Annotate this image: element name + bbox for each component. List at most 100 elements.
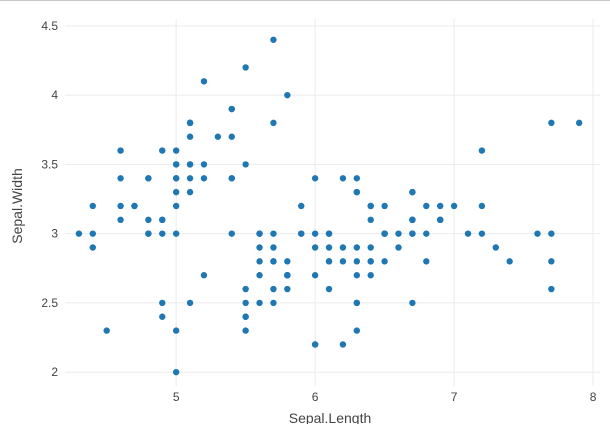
data-point[interactable] [436,216,444,224]
data-point[interactable] [436,202,444,210]
data-point[interactable] [172,175,180,182]
data-point[interactable] [381,202,388,210]
data-point[interactable] [186,119,194,127]
data-point[interactable] [353,188,361,196]
data-point[interactable] [242,161,249,168]
data-point[interactable] [200,175,208,182]
data-point[interactable] [284,285,291,293]
data-point[interactable] [381,258,388,265]
data-point[interactable] [548,285,555,293]
data-point[interactable] [284,272,291,279]
data-point[interactable] [548,119,555,127]
data-point[interactable] [534,230,541,237]
data-point[interactable] [325,244,333,251]
data-point[interactable] [270,285,277,293]
data-point[interactable] [270,258,277,265]
data-point[interactable] [395,230,402,237]
data-point[interactable] [409,216,416,224]
data-point[interactable] [172,147,180,154]
data-point[interactable] [186,175,194,182]
data-point[interactable] [228,230,235,237]
data-point[interactable] [256,272,263,279]
data-point[interactable] [270,244,277,251]
data-point[interactable] [311,244,319,251]
data-point[interactable] [200,272,208,279]
data-point[interactable] [145,216,152,224]
data-point[interactable] [89,230,96,237]
data-point[interactable] [186,299,194,307]
data-point[interactable] [367,216,374,224]
data-point[interactable] [186,188,194,196]
data-point[interactable] [311,272,319,279]
data-point[interactable] [186,161,194,168]
data-point[interactable] [395,244,402,251]
data-point[interactable] [423,202,430,210]
data-point[interactable] [339,244,347,251]
data-point[interactable] [367,244,374,251]
data-point[interactable] [159,216,166,224]
data-point[interactable] [311,230,319,237]
data-point[interactable] [159,299,166,307]
data-point[interactable] [89,202,96,210]
data-point[interactable] [548,258,555,265]
data-point[interactable] [506,258,513,265]
data-point[interactable] [172,230,180,237]
data-point[interactable] [200,78,208,85]
data-point[interactable] [548,230,555,237]
data-point[interactable] [228,105,235,113]
data-point[interactable] [478,230,486,237]
data-point[interactable] [242,299,249,307]
data-point[interactable] [117,202,124,210]
data-point[interactable] [256,244,263,251]
data-point[interactable] [311,341,319,348]
data-point[interactable] [478,202,486,210]
data-point[interactable] [242,64,249,71]
data-point[interactable] [339,175,347,182]
data-point[interactable] [145,175,152,182]
data-point[interactable] [159,147,166,154]
data-point[interactable] [478,147,486,154]
data-point[interactable] [284,91,291,99]
data-point[interactable] [353,272,361,279]
data-point[interactable] [117,147,124,154]
data-point[interactable] [270,299,277,307]
data-point[interactable] [353,299,361,307]
data-point[interactable] [228,175,235,182]
data-point[interactable] [353,258,361,265]
data-point[interactable] [270,119,277,127]
data-point[interactable] [353,244,361,251]
data-point[interactable] [103,327,110,334]
data-point[interactable] [256,299,263,307]
data-point[interactable] [367,202,374,210]
data-point[interactable] [284,258,291,265]
data-point[interactable] [353,327,361,334]
data-point[interactable] [214,133,222,140]
data-point[interactable] [172,327,180,334]
data-point[interactable] [409,299,416,307]
data-point[interactable] [270,36,277,43]
data-point[interactable] [159,313,166,320]
data-point[interactable] [353,175,361,182]
data-point[interactable] [228,133,235,140]
data-point[interactable] [242,327,249,334]
data-point[interactable] [339,341,347,348]
data-point[interactable] [172,161,180,168]
data-point[interactable] [172,368,180,376]
data-point[interactable] [492,244,499,251]
data-point[interactable] [409,230,416,237]
data-point[interactable] [298,202,305,210]
data-point[interactable] [464,230,472,237]
data-point[interactable] [325,230,333,237]
data-point[interactable] [367,258,374,265]
data-point[interactable] [75,230,83,237]
data-point[interactable] [242,285,249,293]
data-point[interactable] [242,313,249,320]
data-point[interactable] [381,230,388,237]
data-point[interactable] [325,285,333,293]
data-point[interactable] [145,230,152,237]
data-point[interactable] [200,161,208,168]
data-point[interactable] [423,258,430,265]
data-point[interactable] [311,175,319,182]
data-point[interactable] [367,272,374,279]
data-point[interactable] [256,258,263,265]
